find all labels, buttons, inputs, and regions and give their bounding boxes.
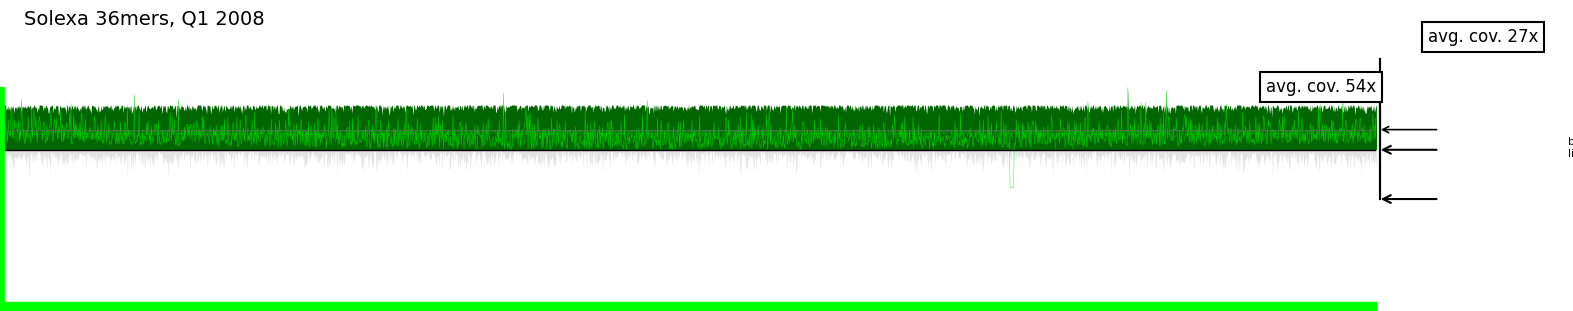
Text: Solexa 36mers, Q1 2008: Solexa 36mers, Q1 2008 [24, 9, 264, 28]
Text: avg. cov. 54x: avg. cov. 54x [1266, 78, 1376, 96]
Text: avg. cov. 27x: avg. cov. 27x [1428, 28, 1538, 46]
Text: base
line: base line [1568, 137, 1573, 159]
Bar [0, 302, 1376, 311]
